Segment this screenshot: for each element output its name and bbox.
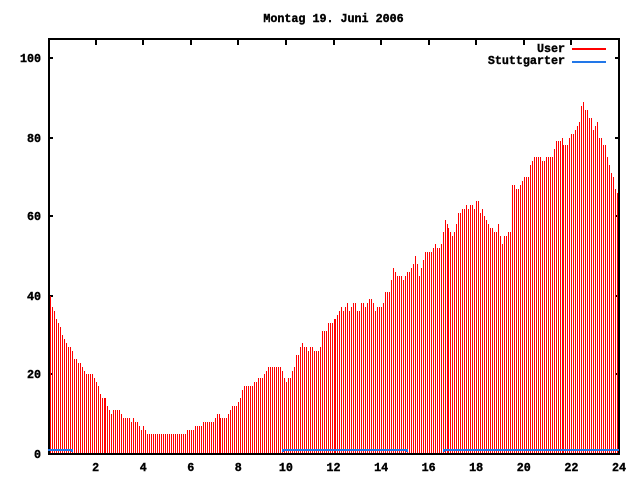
svg-text:20: 20 [27, 368, 41, 382]
svg-text:80: 80 [27, 132, 41, 146]
svg-text:0: 0 [34, 448, 41, 462]
svg-text:4: 4 [140, 461, 147, 475]
svg-text:24: 24 [612, 461, 626, 475]
svg-text:2: 2 [92, 461, 99, 475]
svg-text:10: 10 [279, 461, 293, 475]
svg-text:40: 40 [27, 290, 41, 304]
svg-text:Stuttgarter: Stuttgarter [488, 54, 565, 68]
svg-text:60: 60 [27, 210, 41, 224]
svg-text:8: 8 [235, 461, 242, 475]
svg-text:User: User [537, 42, 565, 56]
svg-text:20: 20 [517, 461, 531, 475]
svg-text:14: 14 [374, 461, 388, 475]
svg-text:6: 6 [187, 461, 194, 475]
svg-text:12: 12 [326, 461, 340, 475]
svg-text:16: 16 [422, 461, 436, 475]
svg-text:100: 100 [20, 52, 41, 66]
svg-text:22: 22 [564, 461, 578, 475]
svg-text:Montag 19. Juni 2006: Montag 19. Juni 2006 [263, 12, 403, 26]
svg-text:18: 18 [469, 461, 483, 475]
